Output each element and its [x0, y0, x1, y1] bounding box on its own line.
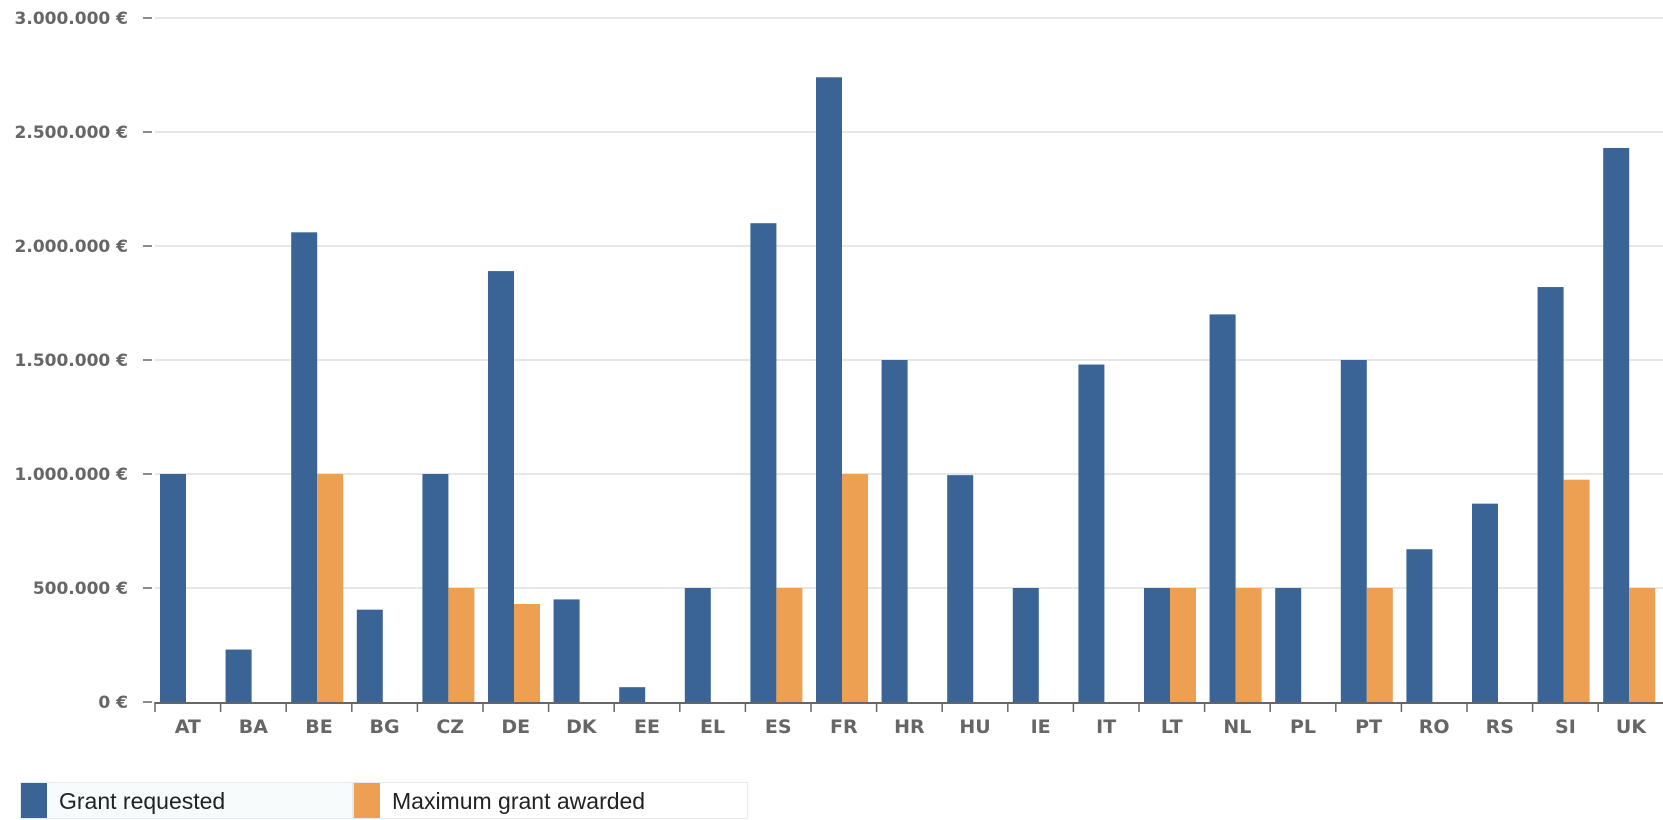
- bar-grant-requested-FR[interactable]: [816, 77, 842, 702]
- x-tick-label-PL: PL: [1290, 716, 1316, 738]
- bar-grant-requested-LT[interactable]: [1144, 588, 1170, 702]
- x-tick-label-NL: NL: [1223, 716, 1251, 738]
- bars: [160, 77, 1656, 702]
- bar-maximum-grant-awarded-ES[interactable]: [776, 588, 803, 702]
- gridlines: [155, 17, 1663, 589]
- bar-grant-requested-IT[interactable]: [1078, 364, 1105, 702]
- x-tick-label-RO: RO: [1419, 716, 1450, 738]
- bar-grant-requested-BG[interactable]: [356, 609, 383, 702]
- x-tick-label-FR: FR: [830, 716, 858, 738]
- x-tick-label-PT: PT: [1355, 716, 1382, 738]
- y-tick-label: 500.000 €: [33, 579, 128, 599]
- x-tick-label-BG: BG: [370, 716, 400, 738]
- bar-grant-requested-PL[interactable]: [1275, 588, 1302, 702]
- bar-grant-requested-IE[interactable]: [1012, 588, 1039, 702]
- x-tick-label-DK: DK: [566, 716, 598, 738]
- bar-grant-requested-EL[interactable]: [684, 588, 711, 702]
- x-tick-label-BE: BE: [305, 716, 332, 738]
- legend-swatch-grant-requested: [21, 783, 47, 818]
- bar-grant-requested-UK[interactable]: [1603, 147, 1630, 702]
- x-axis: AT BA BE BG CZ DE DK EE EL ES FR HR HU IE IT LT NL PL PT RO…: [154, 702, 1663, 738]
- y-tick-label: 3.000.000 €: [15, 9, 128, 29]
- bar-grant-requested-BE[interactable]: [291, 232, 318, 702]
- y-axis: 0 € 500.000 € 1.000.000 € 1.500.000 € 2.000.…: [15, 9, 152, 713]
- y-tick-label: 1.000.000 €: [15, 465, 128, 485]
- y-tick-label: 2.500.000 €: [15, 123, 128, 143]
- x-tick-label-RS: RS: [1486, 716, 1514, 738]
- bar-maximum-grant-awarded-NL[interactable]: [1235, 588, 1262, 702]
- y-tick-label: 2.000.000 €: [15, 237, 128, 257]
- bar-grant-requested-RO[interactable]: [1406, 549, 1433, 702]
- bar-maximum-grant-awarded-PT[interactable]: [1366, 588, 1393, 702]
- x-tick-label-HU: HU: [959, 716, 990, 738]
- bar-maximum-grant-awarded-UK[interactable]: [1629, 588, 1656, 702]
- bar-grant-requested-HR[interactable]: [881, 360, 908, 702]
- bar-grant-requested-EE[interactable]: [619, 687, 646, 702]
- bar-grant-requested-RS[interactable]: [1472, 503, 1498, 702]
- legend-label-maximum-grant-awarded: Maximum grant awarded: [392, 788, 646, 814]
- legend-item-maximum-grant-awarded[interactable]: Maximum grant awarded: [353, 782, 748, 819]
- legend-swatch-maximum-grant-awarded: [354, 783, 380, 818]
- bar-maximum-grant-awarded-LT[interactable]: [1170, 588, 1196, 702]
- bar-grant-requested-ES[interactable]: [750, 223, 777, 702]
- bar-maximum-grant-awarded-SI[interactable]: [1563, 479, 1590, 702]
- legend: Grant requested Maximum grant awarded: [20, 782, 748, 819]
- bar-maximum-grant-awarded-BE[interactable]: [317, 474, 344, 702]
- x-tick-label-LT: LT: [1161, 716, 1183, 738]
- x-tick-label-EE: EE: [634, 716, 660, 738]
- x-tick-label-DE: DE: [501, 716, 530, 738]
- legend-item-grant-requested[interactable]: Grant requested: [20, 782, 353, 819]
- x-tick-label-IE: IE: [1031, 716, 1051, 738]
- bar-grant-requested-PT[interactable]: [1340, 360, 1367, 702]
- bar-grant-requested-DE[interactable]: [488, 271, 514, 702]
- x-tick-label-IT: IT: [1096, 716, 1116, 738]
- y-tick-label: 1.500.000 €: [15, 351, 128, 371]
- bar-grant-requested-NL[interactable]: [1209, 314, 1236, 702]
- x-tick-label-UK: UK: [1616, 716, 1647, 738]
- x-tick-label-HR: HR: [894, 716, 925, 738]
- bar-grant-requested-CZ[interactable]: [422, 474, 449, 702]
- y-tick-label: 0 €: [98, 693, 128, 713]
- x-tick-label-BA: BA: [239, 716, 268, 738]
- bar-grant-requested-AT[interactable]: [160, 474, 186, 702]
- bar-grant-requested-DK[interactable]: [553, 599, 580, 702]
- legend-label-grant-requested: Grant requested: [59, 788, 226, 814]
- x-tick-label-SI: SI: [1555, 716, 1576, 738]
- bar-grant-requested-BA[interactable]: [225, 649, 252, 702]
- bar-grant-requested-SI[interactable]: [1537, 287, 1564, 702]
- bar-chart: 0 € 500.000 € 1.000.000 € 1.500.000 € 2.000.…: [15, 9, 1663, 738]
- bar-maximum-grant-awarded-FR[interactable]: [842, 474, 868, 702]
- bar-maximum-grant-awarded-DE[interactable]: [514, 603, 540, 702]
- x-tick-label-ES: ES: [765, 716, 792, 738]
- bar-grant-requested-HU[interactable]: [947, 475, 974, 702]
- x-tick-label-CZ: CZ: [436, 716, 464, 738]
- x-tick-label-AT: AT: [175, 716, 201, 738]
- x-tick-label-EL: EL: [700, 716, 725, 738]
- bar-maximum-grant-awarded-CZ[interactable]: [448, 588, 475, 702]
